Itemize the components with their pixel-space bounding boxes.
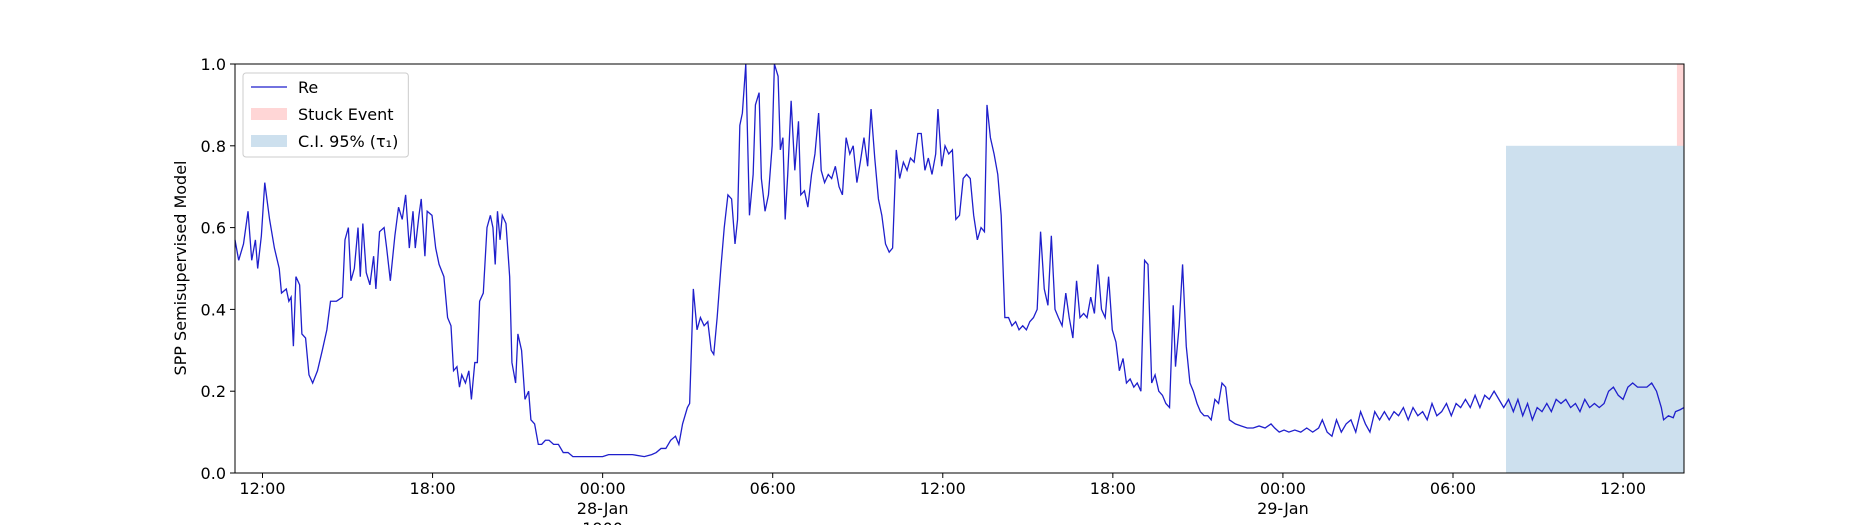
legend-swatch xyxy=(251,108,287,120)
x-tick-label: 18:00 xyxy=(1089,479,1136,498)
y-tick-label: 0.8 xyxy=(201,137,226,156)
y-tick-label: 0.4 xyxy=(201,300,226,319)
data-line xyxy=(234,63,1685,458)
x-tick-label: 12:00 xyxy=(919,479,966,498)
span xyxy=(1505,145,1684,474)
y-tick-label: 0.6 xyxy=(201,219,226,238)
legend: Re Stuck Event C.I. 95% (τ₁) xyxy=(242,72,409,158)
x-tick-label: 06:00 xyxy=(1429,479,1477,498)
legend-swatch xyxy=(251,135,287,147)
y-tick-label: 0.0 xyxy=(201,464,226,483)
y-tick-label: 1.0 xyxy=(201,55,226,74)
plot-frame xyxy=(234,63,1685,474)
x-tick-label: 18:00 xyxy=(409,479,456,498)
x-tick-label: 06:00 xyxy=(749,479,796,498)
x-tick-label: 00:00 28-Jan 1900 xyxy=(576,479,629,525)
x-tick-label: 12:00 xyxy=(1599,479,1647,498)
legend-label: Stuck Event xyxy=(298,105,394,124)
y-tick-label: 0.2 xyxy=(201,382,226,401)
x-tick-label: 12:00 xyxy=(239,479,286,498)
legend-label: Re xyxy=(298,78,318,97)
legend-label: C.I. 95% (τ₁) xyxy=(298,132,398,151)
x-tick-label: 00:00 29-Jan xyxy=(1257,479,1309,518)
y-axis-label: SPP Semisupervised Model xyxy=(171,161,190,376)
